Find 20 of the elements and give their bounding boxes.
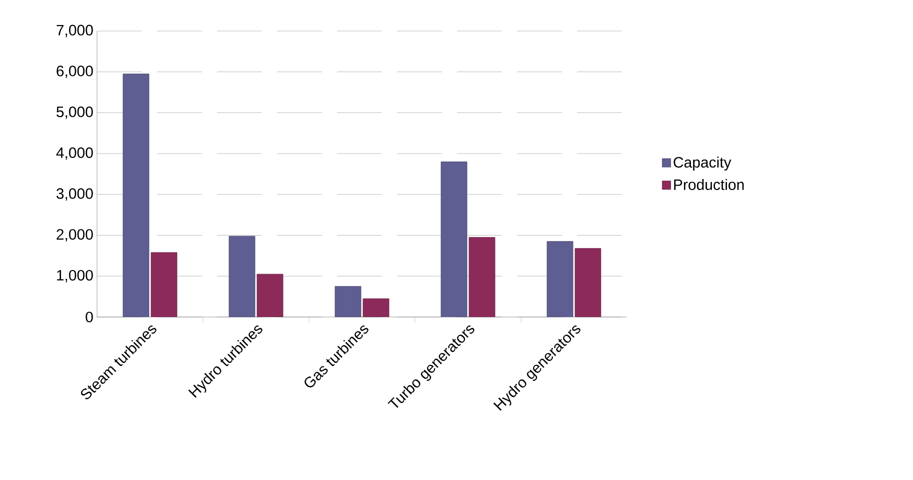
y-tick-label: 4,000	[56, 147, 93, 160]
bar	[228, 236, 256, 317]
bar	[362, 298, 390, 317]
y-tick-label: 2,000	[56, 229, 93, 242]
bar	[334, 286, 362, 317]
bar	[122, 74, 150, 317]
bar	[546, 241, 574, 317]
legend-label: Production	[674, 179, 744, 190]
bar	[256, 274, 284, 317]
y-tick-label: 6,000	[56, 66, 93, 78]
y-tick-label: 3,000	[56, 188, 93, 201]
bar	[574, 248, 602, 317]
bar	[468, 237, 496, 317]
y-tick-label: 5,000	[56, 106, 93, 119]
bar	[150, 252, 178, 317]
y-tick-label: 7,000	[56, 24, 93, 38]
bar	[440, 162, 468, 317]
y-tick-label: 1,000	[57, 270, 93, 282]
legend-label: Capacity	[674, 156, 732, 171]
y-tick-label: 0	[86, 312, 93, 322]
